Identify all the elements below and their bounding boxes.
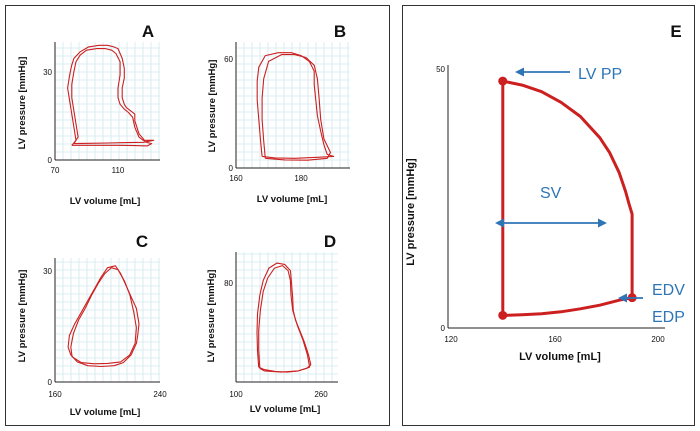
panel-b-ytick-0: 0	[229, 164, 234, 173]
panel-a-letter: A	[142, 22, 154, 41]
sv-label: SV	[540, 185, 562, 202]
panel-e-ytick-50: 50	[436, 65, 445, 74]
panel-b: B 60 0 160 180 LV volume [mL] LV pressur…	[207, 22, 350, 205]
panel-d-xtick-260: 260	[314, 390, 328, 399]
edp-label: EDP	[652, 309, 685, 326]
panel-a-loops	[67, 44, 155, 147]
panel-d-xlabel: LV volume [mL]	[250, 404, 321, 415]
panel-e-loops	[501, 79, 634, 317]
esv-point	[498, 310, 508, 320]
panel-d-loops	[256, 262, 312, 373]
panel-b-ytick-60: 60	[224, 55, 233, 64]
panel-e-ytick-0: 0	[441, 324, 446, 333]
panel-c-xtick-160: 160	[48, 390, 62, 399]
panel-d-ylabel: LV pressure [mmHg]	[206, 270, 217, 363]
panel-b-loop-2	[261, 54, 332, 161]
panel-a-loop-1	[67, 44, 153, 147]
panel-b-letter: B	[334, 22, 346, 41]
panel-c-grid	[55, 258, 160, 382]
left-panel-frame	[5, 5, 390, 426]
lvpp-point	[498, 76, 508, 86]
panel-a: A 30 0 70 110 LV volume [mL] LV pressure…	[17, 22, 160, 207]
panel-a-ytick-30: 30	[43, 68, 52, 77]
panel-e-xtick-120: 120	[444, 335, 458, 344]
panel-c-loop-2	[70, 267, 137, 365]
panel-a-xlabel: LV volume [mL]	[70, 196, 141, 207]
panel-b-ylabel: LV pressure [mmHg]	[207, 60, 218, 153]
panel-e-xtick-160: 160	[548, 335, 562, 344]
panel-e-xlabel: LV volume [mL]	[519, 351, 601, 363]
panel-b-grid	[236, 42, 350, 168]
panel-c-xlabel: LV volume [mL]	[70, 407, 141, 418]
panel-b-xtick-160: 160	[229, 174, 243, 183]
panel-c-xtick-240: 240	[153, 390, 167, 399]
panel-a-ytick-0: 0	[48, 156, 53, 165]
panel-e-xtick-200: 200	[651, 335, 665, 344]
lvpp-label: LV PP	[578, 66, 622, 83]
panel-d-grid	[236, 252, 338, 382]
panel-e: E 50 0 120 160 200 LV volume [mL] LV pre…	[405, 22, 685, 363]
panel-c-loops	[67, 265, 140, 368]
panel-c-letter: C	[136, 232, 148, 251]
right-panel-frame	[402, 5, 695, 426]
panel-e-letter: E	[670, 22, 681, 41]
panel-c-ytick-30: 30	[43, 267, 52, 276]
panel-c: C 30 0 160 240 LV volume [mL] LV pressur…	[17, 232, 167, 418]
panel-a-ylabel: LV pressure [mmHg]	[17, 57, 28, 150]
panel-b-loops	[256, 52, 335, 161]
panel-a-loop-2	[71, 48, 155, 145]
panel-e-points	[498, 76, 637, 320]
panel-c-ylabel: LV pressure [mmHg]	[17, 270, 28, 363]
panel-d-xtick-100: 100	[229, 390, 243, 399]
panel-b-xtick-180: 180	[294, 174, 308, 183]
panel-b-xlabel: LV volume [mL]	[257, 194, 328, 205]
panel-a-xtick-110: 110	[112, 166, 125, 175]
panel-a-xtick-70: 70	[51, 166, 60, 175]
panel-d-ytick-80: 80	[224, 279, 233, 288]
panel-d-loop-2	[258, 265, 311, 373]
panel-d: D 80 100 260 LV volume [mL] LV pressure …	[206, 232, 338, 415]
panel-d-letter: D	[324, 232, 336, 251]
edv-label: EDV	[652, 282, 685, 299]
panel-b-loop-1	[256, 52, 335, 159]
panel-e-ylabel: LV pressure [mmHg]	[405, 158, 417, 266]
panel-c-ytick-0: 0	[48, 378, 53, 387]
panel-e-loop-1	[501, 79, 634, 317]
